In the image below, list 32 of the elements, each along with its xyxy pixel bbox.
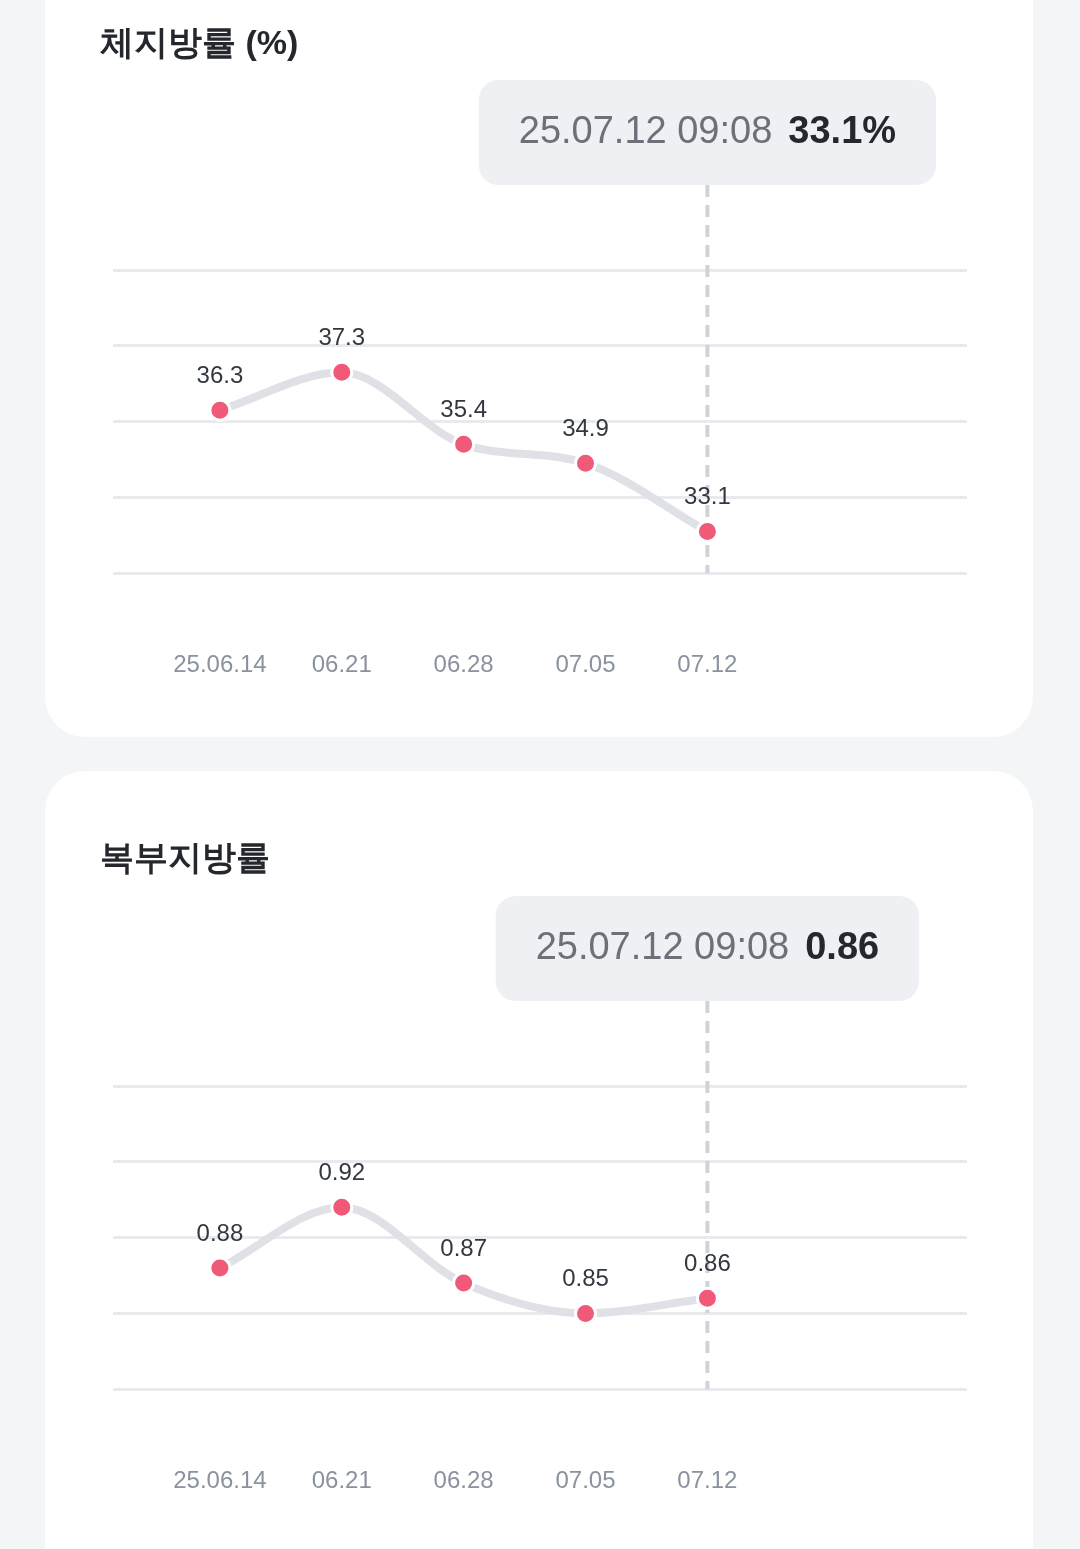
data-label: 36.3 <box>196 360 244 388</box>
x-tick-label: 06.21 <box>311 1466 372 1494</box>
chart-title: 체지방률 (%) <box>100 22 299 63</box>
x-tick-label: 07.05 <box>555 650 616 678</box>
data-label: 0.86 <box>684 1248 731 1276</box>
x-tick-label: 07.12 <box>677 1466 738 1494</box>
ref-line-label: 25.07.12 09:08 0.86 <box>535 924 880 967</box>
point <box>330 360 354 384</box>
x-tick-label: 07.05 <box>555 1466 616 1494</box>
data-label: 34.9 <box>562 413 609 441</box>
point <box>574 451 598 475</box>
point <box>695 1286 719 1310</box>
point <box>208 398 232 422</box>
data-label: 35.4 <box>440 394 487 422</box>
x-tick-label: 25.06.14 <box>173 650 267 678</box>
x-tick-label: 07.12 <box>677 650 738 678</box>
data-label: 0.92 <box>318 1157 366 1185</box>
data-label: 33.1 <box>684 482 731 510</box>
point <box>208 1256 232 1280</box>
point <box>330 1195 354 1219</box>
point <box>452 432 476 456</box>
ref-line-label: 25.07.12 09:08 33.1% <box>518 108 897 151</box>
data-label: 0.88 <box>196 1218 244 1246</box>
x-tick-label: 06.28 <box>433 650 494 678</box>
data-label: 37.3 <box>318 322 366 350</box>
x-tick-label: 06.28 <box>433 1466 494 1494</box>
point <box>452 1271 476 1295</box>
x-tick-label: 06.21 <box>311 650 372 678</box>
x-tick-label: 25.06.14 <box>173 1466 267 1494</box>
data-label: 0.87 <box>440 1233 487 1261</box>
data-label: 0.85 <box>562 1264 609 1292</box>
chart-title: 복부지방률 <box>100 837 270 878</box>
